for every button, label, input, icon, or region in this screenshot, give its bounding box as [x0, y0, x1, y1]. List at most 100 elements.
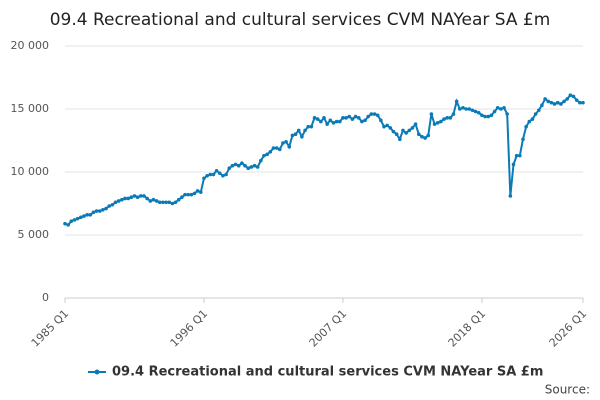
chart-title: 09.4 Recreational and cultural services …	[50, 10, 551, 30]
point	[366, 114, 371, 119]
point	[129, 195, 134, 199]
point	[410, 126, 415, 130]
point	[214, 168, 219, 173]
point	[559, 102, 563, 106]
point	[375, 113, 380, 118]
point	[416, 132, 421, 136]
point	[543, 97, 547, 101]
x-tick-label: 2007 Q1	[307, 307, 350, 350]
point	[274, 146, 279, 150]
point	[97, 209, 102, 213]
point	[296, 128, 301, 133]
point	[101, 208, 105, 212]
point	[464, 107, 468, 111]
series-line	[64, 93, 583, 227]
point	[372, 112, 377, 116]
point	[382, 124, 386, 129]
point	[94, 209, 99, 213]
point	[571, 94, 576, 99]
point	[448, 116, 453, 120]
point	[139, 194, 143, 198]
point	[341, 116, 345, 120]
point	[66, 223, 70, 227]
point	[255, 165, 260, 169]
point	[303, 128, 307, 133]
point	[189, 192, 194, 197]
y-tick-label: 10 000	[11, 165, 50, 178]
point	[442, 117, 446, 121]
point	[518, 153, 522, 158]
point	[161, 200, 165, 205]
point	[208, 172, 213, 177]
point	[82, 214, 86, 218]
point	[439, 119, 443, 124]
point	[549, 100, 554, 105]
point	[72, 218, 77, 222]
point	[315, 117, 320, 121]
point	[236, 163, 241, 168]
point	[173, 200, 178, 205]
point	[221, 173, 225, 178]
point	[505, 112, 509, 116]
point	[104, 206, 108, 211]
legend-marker	[94, 369, 100, 375]
point	[394, 132, 399, 136]
point	[432, 122, 437, 126]
y-tick-label: 20 000	[11, 39, 50, 52]
y-tick-label: 15 000	[11, 102, 50, 115]
point	[540, 103, 544, 108]
point	[530, 117, 535, 121]
point	[458, 107, 462, 111]
point	[470, 108, 475, 113]
point	[202, 176, 206, 181]
point	[268, 150, 273, 154]
point	[195, 189, 200, 193]
point	[407, 128, 412, 133]
point	[262, 153, 266, 158]
point	[148, 199, 153, 203]
point	[467, 107, 472, 111]
point	[514, 153, 519, 158]
point	[180, 195, 184, 199]
point	[91, 210, 96, 215]
point	[227, 166, 232, 171]
point	[113, 200, 118, 205]
point	[252, 163, 257, 168]
source-label: Source:	[545, 383, 590, 397]
point	[546, 99, 551, 104]
point	[240, 161, 244, 165]
point	[167, 200, 172, 205]
legend-label: 09.4 Recreational and cultural services …	[112, 365, 543, 380]
point	[78, 215, 83, 220]
point	[192, 191, 197, 196]
point	[259, 158, 263, 163]
point	[426, 133, 431, 138]
point	[205, 173, 209, 178]
point	[413, 122, 418, 126]
point	[277, 147, 282, 152]
point	[281, 141, 285, 145]
point	[363, 118, 367, 123]
point	[116, 199, 121, 203]
x-tick-label: 1996 Q1	[168, 307, 211, 350]
point	[511, 162, 516, 167]
point	[233, 162, 238, 167]
point	[492, 109, 497, 114]
point	[265, 152, 269, 157]
point	[110, 202, 115, 207]
point	[123, 196, 127, 201]
point	[107, 204, 112, 208]
point	[536, 108, 541, 113]
point	[347, 114, 352, 119]
point	[420, 134, 424, 139]
point	[230, 163, 235, 168]
point	[284, 139, 288, 144]
point	[334, 119, 339, 124]
point	[489, 113, 494, 118]
point	[401, 128, 405, 133]
point	[135, 195, 140, 199]
x-tick-label: 1985 Q1	[29, 307, 72, 350]
point	[388, 126, 393, 130]
point	[555, 100, 560, 105]
point	[391, 129, 396, 134]
